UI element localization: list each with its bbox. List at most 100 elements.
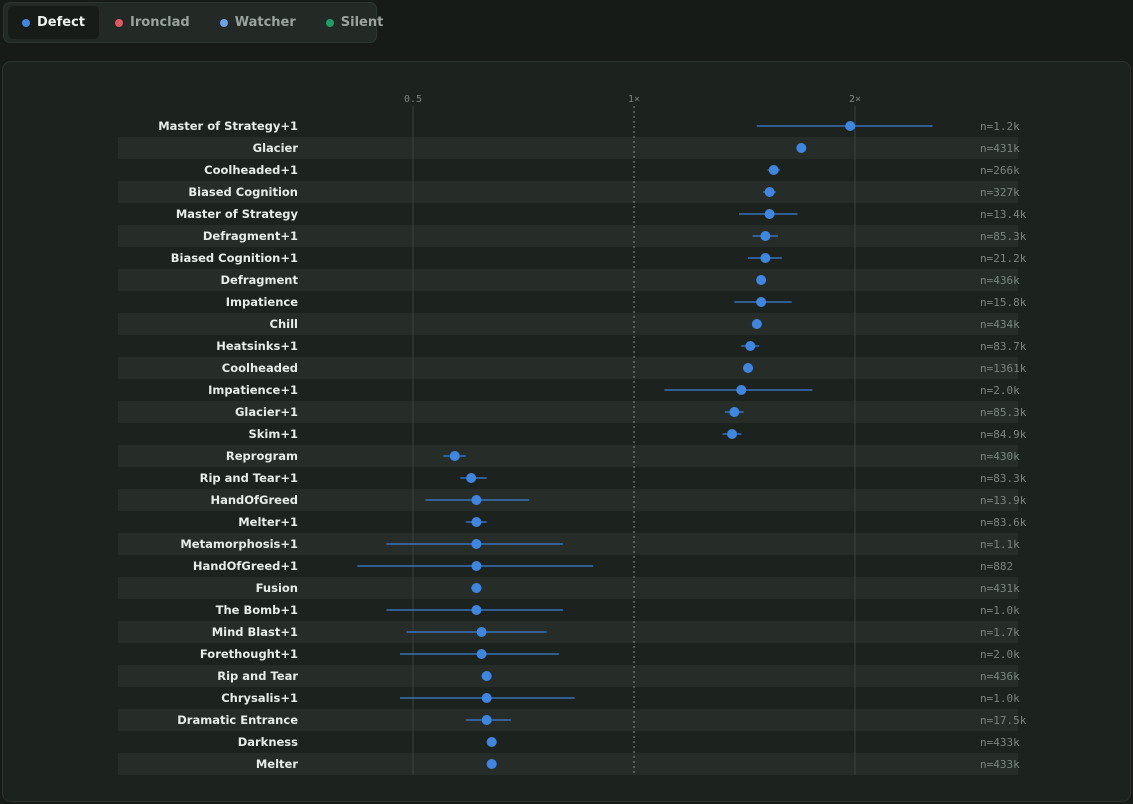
row-label: Forethought+1: [200, 647, 298, 661]
point-marker: [476, 649, 487, 659]
row-label: Reprogram: [226, 449, 298, 463]
sample-size-label: n=1.2k: [980, 120, 1020, 133]
row-label: The Bomb+1: [216, 603, 298, 617]
point-marker: [760, 253, 771, 263]
sample-size-label: n=83.7k: [980, 340, 1027, 353]
watcher-dot-icon: [219, 18, 228, 27]
row-stripe: [118, 709, 1018, 731]
row-label: Defragment: [221, 273, 299, 287]
row-label: Fusion: [256, 581, 298, 595]
row-label: Impatience+1: [208, 383, 298, 397]
point-marker: [768, 165, 779, 175]
sample-size-label: n=433k: [980, 758, 1020, 771]
row-label: Master of Strategy: [176, 207, 299, 221]
point-marker: [764, 209, 775, 219]
ironclad-dot-icon: [115, 18, 124, 27]
point-marker: [845, 121, 856, 131]
sample-size-label: n=2.0k: [980, 384, 1020, 397]
row-stripe: [118, 621, 1018, 643]
row-label: Coolheaded+1: [204, 163, 298, 177]
point-marker: [471, 561, 482, 571]
sample-size-label: n=2.0k: [980, 648, 1020, 661]
row-stripe: [118, 357, 1018, 379]
sample-size-label: n=430k: [980, 450, 1020, 463]
point-marker: [471, 605, 482, 615]
tab-silent-label: Silent: [340, 15, 384, 30]
point-marker: [729, 407, 740, 417]
row-label: Skim+1: [249, 427, 299, 441]
point-marker: [481, 693, 492, 703]
forest-plot: 0.5 1× 2× Master of Strategy+1 n=1.2k Glacier…: [118, 94, 1027, 775]
point-marker: [756, 275, 767, 285]
sample-size-label: n=17.5k: [980, 714, 1027, 727]
sample-size-label: n=1.0k: [980, 692, 1020, 705]
point-marker: [756, 297, 767, 307]
sample-size-label: n=1.7k: [980, 626, 1020, 639]
row-label: Defragment+1: [203, 229, 298, 243]
row-stripe: [118, 577, 1018, 599]
x-tick-label: 2×: [849, 94, 861, 105]
row-label: Biased Cognition+1: [171, 251, 298, 265]
row-stripe: [118, 753, 1018, 775]
tab-ironclad-label: Ironclad: [130, 15, 190, 30]
sample-size-label: n=882: [980, 560, 1013, 573]
tab-watcher-label: Watcher: [234, 15, 296, 30]
sample-size-label: n=436k: [980, 670, 1020, 683]
tab-watcher[interactable]: Watcher: [206, 6, 310, 39]
row-label: Melter: [256, 757, 298, 771]
point-marker: [449, 451, 460, 461]
sample-size-label: n=83.6k: [980, 516, 1027, 529]
point-marker: [471, 517, 482, 527]
point-marker: [736, 385, 747, 395]
defect-dot-icon: [22, 18, 30, 27]
point-marker: [466, 473, 477, 483]
row-label: Glacier: [253, 141, 299, 155]
row-label: Dramatic Entrance: [177, 713, 298, 727]
sample-size-label: n=85.3k: [980, 230, 1027, 243]
row-label: Darkness: [238, 735, 298, 749]
x-tick-label: 1×: [628, 94, 640, 105]
point-marker: [751, 319, 762, 329]
row-stripe: [118, 665, 1018, 687]
sample-size-label: n=83.3k: [980, 472, 1027, 485]
sample-size-label: n=21.2k: [980, 252, 1027, 265]
chart-panel: 0.5 1× 2× Master of Strategy+1 n=1.2k Glacier…: [2, 61, 1131, 802]
row-label: Metamorphosis+1: [180, 537, 298, 551]
point-marker: [486, 759, 497, 769]
point-marker: [745, 341, 756, 351]
point-marker: [743, 363, 754, 373]
point-marker: [760, 231, 771, 241]
point-marker: [481, 671, 492, 681]
row-label: Coolheaded: [222, 361, 298, 375]
row-label: Chrysalis+1: [221, 691, 298, 705]
point-marker: [471, 539, 482, 549]
tab-defect[interactable]: Defect: [8, 6, 100, 39]
silent-dot-icon: [325, 18, 334, 27]
row-label: Rip and Tear: [217, 669, 298, 683]
row-stripe: [118, 489, 1018, 511]
point-marker: [796, 143, 807, 153]
sample-size-label: n=85.3k: [980, 406, 1027, 419]
point-marker: [486, 737, 497, 747]
row-stripe: [118, 269, 1018, 291]
row-stripe: [118, 181, 1018, 203]
sample-size-label: n=434k: [980, 318, 1020, 331]
row-label: Melter+1: [238, 515, 298, 529]
row-stripe: [118, 313, 1018, 335]
x-tick-label: 0.5: [404, 94, 422, 105]
tab-silent[interactable]: Silent: [312, 6, 398, 39]
row-label: Master of Strategy+1: [158, 119, 298, 133]
row-label: HandOfGreed: [210, 493, 298, 507]
sample-size-label: n=431k: [980, 582, 1020, 595]
row-label: Rip and Tear+1: [200, 471, 298, 485]
sample-size-label: n=436k: [980, 274, 1020, 287]
point-marker: [476, 627, 487, 637]
row-label: Impatience: [226, 295, 298, 309]
point-marker: [764, 187, 775, 197]
row-stripe: [118, 445, 1018, 467]
sample-size-label: n=1.0k: [980, 604, 1020, 617]
sample-size-label: n=431k: [980, 142, 1020, 155]
tab-ironclad[interactable]: Ironclad: [101, 6, 204, 39]
sample-size-label: n=13.9k: [980, 494, 1027, 507]
character-tabs: Defect Ironclad Watcher Silent: [3, 2, 383, 43]
